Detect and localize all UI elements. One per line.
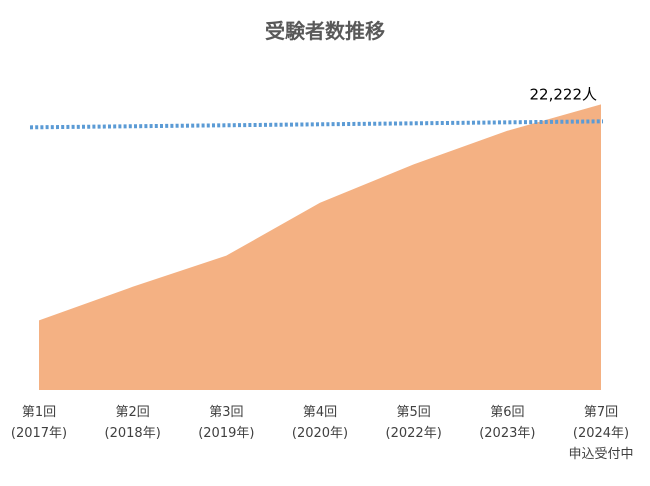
x-tick-label-3: 第3回(2019年) [198,405,254,441]
x-tick-label-2: 第2回(2018年) [105,405,161,441]
x-axis-tick-labels: 第1回(2017年) 第2回(2018年) 第3回(2019年) 第4回(2020年)… [11,405,634,462]
target-value-label: 22,222人 [530,85,598,103]
x-tick-label-7: 第7回(2024年)申込受付中 [568,405,633,462]
target-line-group: 22,222人 [29,85,604,130]
area-series-0 [39,104,601,391]
x-tick-label-4: 第4回(2020年) [292,405,348,441]
x-tick-label-5: 第5回(2022年) [386,405,442,441]
x-tick-label-1: 第1回(2017年) [11,405,67,441]
chart-title: 受験者数推移 [265,19,385,43]
plot-area [39,104,601,391]
target-dotted-line [29,119,604,130]
x-tick-label-6: 第6回(2023年) [479,405,535,441]
